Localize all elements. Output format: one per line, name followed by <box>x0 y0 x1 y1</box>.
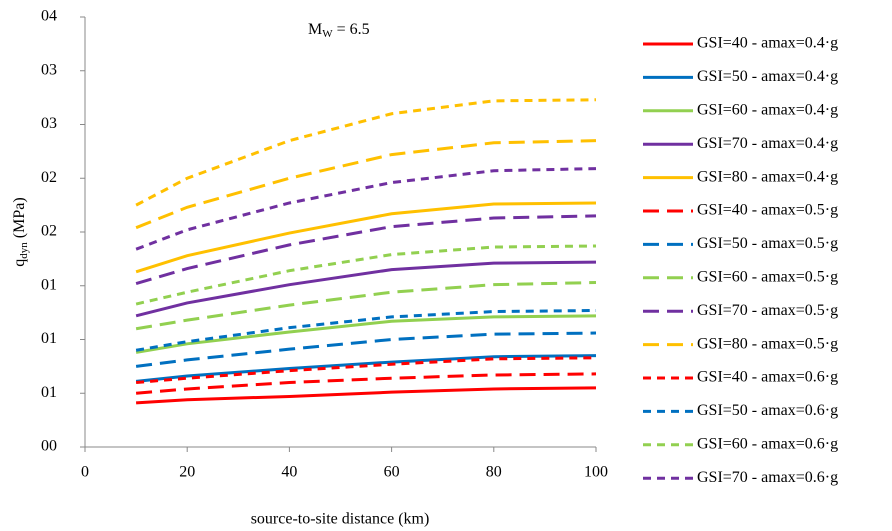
x-tick-label: 20 <box>179 464 195 481</box>
y-tick-label: 03 <box>41 61 57 78</box>
series-line <box>135 356 597 384</box>
series-line <box>135 314 597 354</box>
title-sub: W <box>322 28 333 40</box>
legend-label: GSI=70 - amax=0.6·g <box>697 469 838 486</box>
x-tick-label: 60 <box>384 464 400 481</box>
series-line <box>135 331 597 368</box>
series-line <box>136 386 597 405</box>
legend-label: GSI=40 - amax=0.4·g <box>697 35 838 52</box>
series-line <box>135 308 597 352</box>
y-label-main: q <box>11 259 28 267</box>
y-tick-label: 03 <box>41 115 57 132</box>
legend-label: GSI=50 - amax=0.5·g <box>697 235 838 252</box>
title-main: M <box>308 21 322 38</box>
y-tick-label: 01 <box>41 384 57 401</box>
legend-label: GSI=50 - amax=0.4·g <box>697 68 838 85</box>
series-line <box>135 98 597 207</box>
series-line <box>135 372 597 395</box>
series-line <box>135 260 597 318</box>
legend-label: GSI=60 - amax=0.6·g <box>697 435 838 452</box>
legend-label: GSI=50 - amax=0.6·g <box>697 402 838 419</box>
legend-label: GSI=60 - amax=0.4·g <box>697 101 838 118</box>
y-axis-label: qdyn (MPa) <box>11 197 30 266</box>
y-tick-label: 02 <box>41 223 57 240</box>
y-tick-label: 00 <box>41 438 57 455</box>
x-tick-label: 0 <box>81 464 89 481</box>
legend-label: GSI=40 - amax=0.6·g <box>697 369 838 386</box>
legend-label: GSI=70 - amax=0.5·g <box>697 302 838 319</box>
legend-label: GSI=40 - amax=0.5·g <box>697 202 838 219</box>
x-tick-label: 100 <box>584 464 608 481</box>
series-line <box>135 281 597 331</box>
legend-label: GSI=80 - amax=0.4·g <box>697 168 838 185</box>
y-tick-label: 04 <box>41 8 57 25</box>
x-tick-label: 80 <box>486 464 502 481</box>
x-axis-label: source-to-site distance (km) <box>251 511 430 528</box>
series-line <box>135 244 597 306</box>
legend-label: GSI=70 - amax=0.4·g <box>697 135 838 152</box>
title-rest: = 6.5 <box>333 21 370 38</box>
series-line <box>135 354 597 383</box>
series-line <box>135 167 597 251</box>
y-tick-label: 01 <box>41 276 57 293</box>
y-tick-label: 02 <box>41 169 57 186</box>
chart-title: MW = 6.5 <box>308 21 370 40</box>
y-tick-label: 01 <box>41 330 57 347</box>
y-label-sub: dyn <box>18 242 30 259</box>
y-label-rest: (MPa) <box>11 197 28 242</box>
legend-label: GSI=60 - amax=0.5·g <box>697 268 838 285</box>
series-line <box>135 201 597 274</box>
series-line <box>135 139 597 230</box>
legend-label: GSI=80 - amax=0.5·g <box>697 335 838 352</box>
x-tick-label: 40 <box>281 464 297 481</box>
